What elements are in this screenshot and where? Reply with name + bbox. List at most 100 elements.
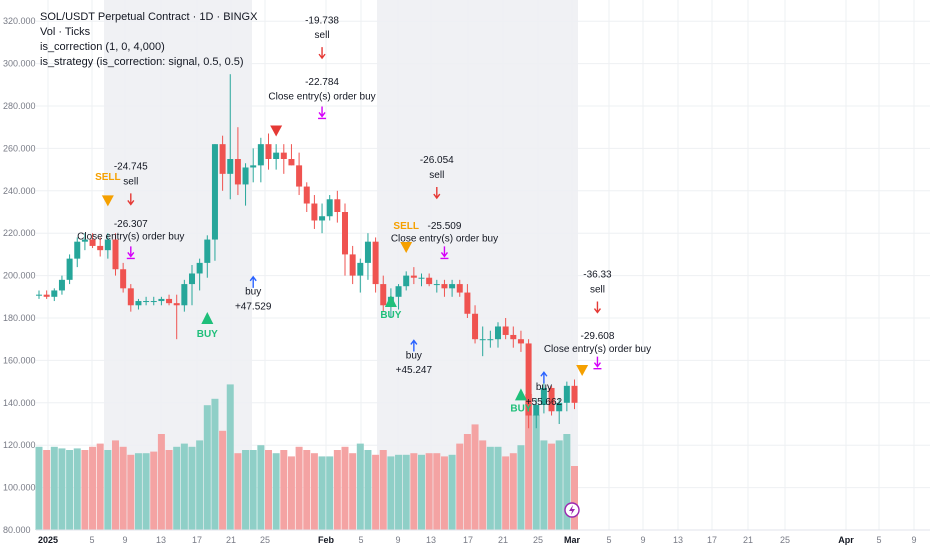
chart-annotation: BUY (197, 329, 218, 340)
candle-body (403, 275, 410, 287)
candle-body (364, 241, 371, 263)
x-axis-tick-label: 21 (226, 535, 236, 545)
candle-body (548, 387, 555, 412)
candle (234, 127, 241, 196)
x-axis-tick-label: Apr (838, 535, 854, 545)
short-entry-arrow (318, 47, 326, 60)
candle (502, 318, 509, 340)
volume-bar (471, 424, 479, 530)
lightning-icon[interactable] (564, 502, 580, 518)
candle-body (571, 385, 578, 403)
candle (395, 284, 402, 310)
volume-bar (234, 453, 242, 530)
y-axis-tick-label: 320.000 (3, 16, 36, 26)
candle-body (51, 290, 58, 297)
volume-bar (58, 448, 66, 530)
volume-bar (142, 453, 150, 530)
candle-body (204, 239, 211, 263)
volume-bar (379, 450, 387, 530)
volume-bar (356, 443, 364, 530)
x-axis-tick-label: 25 (780, 535, 790, 545)
candle-body (89, 239, 96, 246)
signal-markers (101, 47, 602, 401)
volume-bar (326, 456, 334, 530)
candle-body (372, 241, 379, 285)
x-axis-tick-label: 9 (911, 535, 916, 545)
volume-bar (165, 450, 173, 530)
volume-bar (272, 453, 280, 530)
volume-bar (188, 446, 196, 530)
candle (204, 235, 211, 278)
candle-body (173, 303, 180, 306)
candle (219, 135, 226, 191)
x-axis-tick-label: 21 (498, 535, 508, 545)
volume-bar (532, 414, 540, 530)
legend-title[interactable]: SOL/USDT Perpetual Contract · 1D · BINGX (40, 11, 258, 23)
candle (104, 233, 111, 259)
candle-body (58, 279, 65, 291)
candle (525, 339, 532, 429)
volume-bar (433, 453, 441, 530)
candle (311, 195, 318, 229)
volume-bar (50, 446, 58, 530)
candle-body (288, 159, 295, 166)
buy-signal-marker (514, 388, 527, 401)
volume-bar (387, 456, 395, 530)
y-axis-tick-label: 240.000 (3, 186, 36, 196)
candle (487, 330, 494, 348)
candle (403, 271, 410, 291)
candle (211, 144, 218, 261)
chart-extras (564, 502, 580, 518)
x-axis-tick-label: 25 (533, 535, 543, 545)
volume-bar (494, 446, 502, 530)
candle (74, 237, 81, 268)
candle (296, 152, 303, 196)
legend-volume[interactable]: Vol · Ticks (40, 26, 91, 38)
volume-bar (486, 446, 494, 530)
candle (533, 398, 540, 429)
volume-bar (112, 440, 119, 530)
candle (66, 254, 73, 285)
volume-bar (364, 450, 372, 530)
candle-body (296, 165, 303, 187)
candle-body (66, 258, 73, 280)
candle-body (81, 239, 88, 242)
legend-indicator-correction[interactable]: is_correction (1, 0, 4,000) (40, 41, 165, 53)
volume-bar (425, 453, 433, 530)
candle (364, 233, 371, 280)
volume-bar (463, 434, 471, 530)
x-axis-tick-label: 9 (640, 535, 645, 545)
candle-body (456, 284, 463, 293)
candle (410, 267, 417, 285)
volume-bar (333, 450, 341, 530)
candle-body (380, 284, 387, 306)
legend-indicator-strategy[interactable]: is_strategy (is_correction: signal, 0.5,… (40, 56, 244, 68)
chart-annotation: -26.054 (420, 155, 454, 166)
x-axis-tick-label: 5 (606, 535, 611, 545)
volume-bar (203, 405, 211, 530)
volume-bars (35, 384, 578, 530)
candle (380, 275, 387, 312)
buy-signal-marker (384, 295, 397, 308)
candle-body (418, 277, 425, 279)
candle (36, 290, 42, 299)
candle (257, 137, 264, 183)
volume-bar (349, 453, 357, 530)
long-entry-arrow (249, 275, 257, 288)
candle-body (441, 284, 448, 289)
chart-annotation: -22.784 (305, 77, 339, 88)
volume-bar (66, 450, 74, 530)
candle (120, 262, 127, 293)
candle (250, 148, 257, 183)
candle (334, 190, 341, 223)
x-axis-tick-label: 17 (707, 535, 717, 545)
candle (357, 258, 364, 293)
volume-bar (372, 454, 380, 530)
volume-bar (509, 453, 517, 530)
x-axis-tick-label: 9 (395, 535, 400, 545)
volume-bar (310, 453, 318, 530)
annotations: -24.745 sell -26.307 Close entry(s) order b… (77, 15, 651, 414)
volume-bar (265, 450, 272, 530)
